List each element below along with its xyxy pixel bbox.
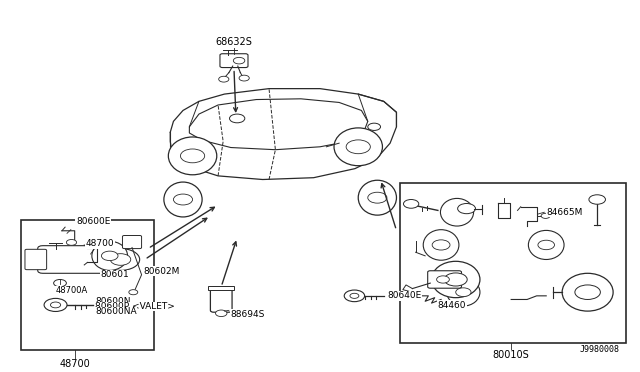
Ellipse shape [423,230,459,260]
Text: J9980008: J9980008 [579,345,620,354]
Ellipse shape [168,137,217,175]
Bar [20,219,154,350]
Text: 80601: 80601 [100,270,129,279]
Circle shape [173,194,193,205]
Circle shape [230,114,245,123]
Ellipse shape [164,182,202,217]
FancyBboxPatch shape [428,271,461,288]
Text: 48700: 48700 [86,240,115,248]
Text: 80600NA: 80600NA [95,308,137,317]
Circle shape [219,76,229,82]
Text: 84460: 84460 [438,301,466,310]
Text: 88694S: 88694S [231,310,265,319]
Ellipse shape [334,128,383,166]
Circle shape [575,285,600,299]
Ellipse shape [562,273,613,311]
FancyBboxPatch shape [220,54,248,68]
Circle shape [589,195,605,204]
Text: 48700A: 48700A [56,286,88,295]
Circle shape [368,123,381,131]
Ellipse shape [447,278,480,306]
Ellipse shape [92,241,127,270]
Circle shape [344,290,365,302]
Bar [209,286,234,290]
Circle shape [458,203,476,214]
Circle shape [350,293,359,298]
FancyBboxPatch shape [122,235,141,248]
Circle shape [346,140,371,154]
Circle shape [51,302,61,308]
Text: 80640E: 80640E [387,291,421,300]
Text: 80010S: 80010S [493,350,529,360]
Circle shape [101,248,140,270]
Circle shape [456,288,471,296]
Circle shape [403,199,419,208]
FancyBboxPatch shape [211,287,232,312]
Text: 80600N: 80600N [95,297,131,306]
Circle shape [180,149,205,163]
Text: 84665M: 84665M [546,208,582,217]
FancyBboxPatch shape [25,249,47,270]
Circle shape [129,290,138,295]
Circle shape [216,310,227,317]
Circle shape [67,240,77,245]
Circle shape [44,298,67,311]
Text: 80600P <VALET>: 80600P <VALET> [95,302,175,311]
Circle shape [432,240,450,250]
FancyBboxPatch shape [38,246,118,273]
Circle shape [110,254,131,265]
Circle shape [541,213,550,218]
Text: 80600E: 80600E [76,217,110,227]
Text: 80602M: 80602M [143,267,180,276]
Text: 68632S: 68632S [216,37,252,47]
Ellipse shape [358,180,396,215]
Circle shape [101,251,118,260]
Text: 48700: 48700 [60,359,90,369]
Bar [399,183,626,343]
Ellipse shape [431,261,480,298]
Circle shape [538,240,554,250]
Circle shape [368,192,387,203]
Circle shape [54,279,67,287]
Circle shape [436,276,449,283]
Ellipse shape [529,230,564,260]
Circle shape [444,273,467,286]
Ellipse shape [440,198,474,226]
Circle shape [234,57,245,64]
Circle shape [239,75,249,81]
